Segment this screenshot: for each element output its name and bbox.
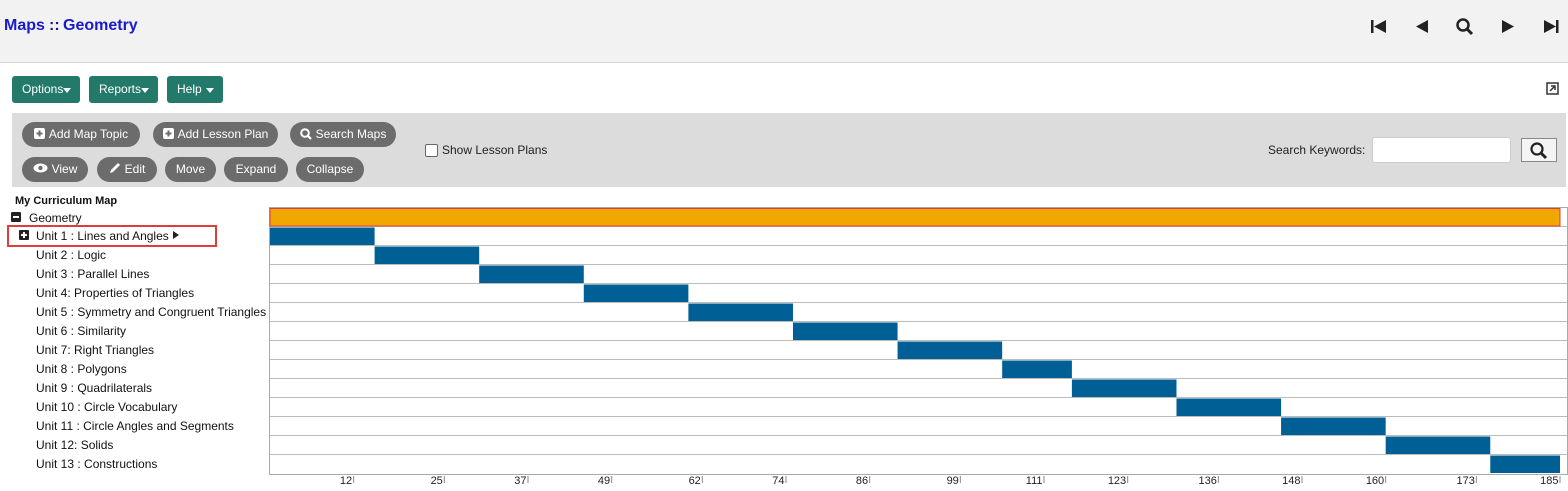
selection-box xyxy=(7,225,217,247)
tree-node[interactable]: Unit 12: Solids xyxy=(36,438,114,452)
button-label: Add Map Topic xyxy=(48,127,129,141)
collapse-icon[interactable] xyxy=(11,212,21,222)
toolbar-button[interactable]: Move xyxy=(165,157,216,182)
checkbox-label: Show Lesson Plans xyxy=(442,143,548,157)
task-bar xyxy=(583,284,689,302)
last[interactable] xyxy=(1544,20,1556,33)
tree-node[interactable]: Unit 10 : Circle Vocabulary xyxy=(36,400,178,414)
x-tick-label: 99 xyxy=(947,475,959,487)
menu-button[interactable]: Options xyxy=(12,76,80,103)
tree-node[interactable]: Unit 3 : Parallel Lines xyxy=(36,267,150,281)
x-tick-label: 25 xyxy=(431,475,443,487)
x-tick-label: 62 xyxy=(689,475,701,487)
task-bar xyxy=(688,303,793,321)
button-label: Search Maps xyxy=(315,127,387,141)
task-bar xyxy=(1002,360,1072,378)
expand-icon[interactable] xyxy=(19,230,29,240)
header xyxy=(0,0,1568,63)
button-label: Expand xyxy=(235,162,277,176)
submenu-arrow[interactable] xyxy=(173,231,179,239)
task-bar xyxy=(269,208,1561,227)
tree-node[interactable]: Unit 4: Properties of Triangles xyxy=(36,286,195,300)
maps-link[interactable]: Maps xyxy=(4,17,45,34)
tree-root: Geometry xyxy=(29,211,82,225)
x-tick-label: 185 xyxy=(1540,475,1558,487)
task-bar xyxy=(1176,398,1282,416)
x-tick-label: 148 xyxy=(1282,475,1300,487)
task-bar xyxy=(479,265,584,283)
button-label: Edit xyxy=(124,162,146,176)
tree-node[interactable]: Unit 2 : Logic xyxy=(36,248,107,262)
popout-icon[interactable] xyxy=(1546,82,1560,96)
button-label: View xyxy=(51,162,78,176)
x-tick-label: 111 xyxy=(1026,475,1043,487)
task-bar xyxy=(1281,417,1386,435)
toolbar-button[interactable]: Expand xyxy=(224,157,288,182)
tree-node[interactable]: Unit 13 : Constructions xyxy=(36,457,158,471)
toolbar-button[interactable]: Edit xyxy=(97,157,157,182)
tree-node[interactable]: Unit 7: Right Triangles xyxy=(36,343,155,357)
task-bar xyxy=(374,246,480,264)
tree-heading: My Curriculum Map xyxy=(15,195,118,207)
tree-node[interactable]: Unit 9 : Quadrilaterals xyxy=(36,381,153,395)
tree-node[interactable]: Unit 5 : Symmetry and Congruent Triangle… xyxy=(36,305,267,319)
first[interactable] xyxy=(1371,20,1374,33)
toolbar-button[interactable]: Add Map Topic xyxy=(22,122,140,147)
x-tick-label: 49 xyxy=(598,475,610,487)
tree-node[interactable]: Unit 1 : Lines and Angles xyxy=(36,229,169,243)
toolbar-button[interactable]: Add Lesson Plan xyxy=(153,122,278,147)
task-bar xyxy=(1490,455,1560,473)
task-bar xyxy=(792,322,898,340)
x-tick-label: 86 xyxy=(856,475,868,487)
gantt-chart: 12 25 37 49 62 74 86 99 111 123 136 148 160 173 185 xyxy=(269,207,1568,487)
nav-icons xyxy=(1371,18,1559,36)
x-tick-label: 37 xyxy=(514,475,526,487)
page-title: Geometry xyxy=(63,17,138,34)
toolbar-button[interactable]: Collapse xyxy=(296,157,364,182)
menu-button[interactable]: Help xyxy=(167,76,223,103)
toolbar-button[interactable]: Search Maps xyxy=(290,122,396,147)
x-tick-label: 136 xyxy=(1198,475,1216,487)
task-bar xyxy=(1071,379,1177,397)
x-tick-label: 123 xyxy=(1108,475,1126,487)
x-tick-label: 12 xyxy=(340,475,352,487)
tree-node[interactable]: Unit 8 : Polygons xyxy=(36,362,127,376)
find[interactable] xyxy=(1456,18,1470,32)
task-bar xyxy=(1385,436,1491,454)
search-input[interactable] xyxy=(1372,137,1511,163)
tree-node[interactable]: Unit 6 : Similarity xyxy=(36,324,127,338)
button-label: Add Lesson Plan xyxy=(177,127,269,141)
task-bar xyxy=(897,341,1003,359)
tree-node[interactable]: Unit 11 : Circle Angles and Segments xyxy=(36,419,234,433)
menu-button[interactable]: Reports xyxy=(89,76,158,103)
separator: :: xyxy=(49,17,60,34)
search-label: Search Keywords: xyxy=(1268,143,1366,157)
x-tick-label: 173 xyxy=(1456,475,1474,487)
x-tick-label: 160 xyxy=(1366,475,1384,487)
button-label: Collapse xyxy=(306,162,354,176)
x-tick-label: 74 xyxy=(772,475,784,487)
first-arrow[interactable] xyxy=(1374,20,1386,33)
toolbar-button[interactable]: View xyxy=(22,157,88,182)
checkbox[interactable] xyxy=(425,144,438,157)
next[interactable] xyxy=(1502,20,1514,33)
button-label: Move xyxy=(175,162,206,176)
search-button[interactable] xyxy=(1521,138,1557,162)
task-bar xyxy=(270,227,375,245)
prev[interactable] xyxy=(1416,20,1428,33)
